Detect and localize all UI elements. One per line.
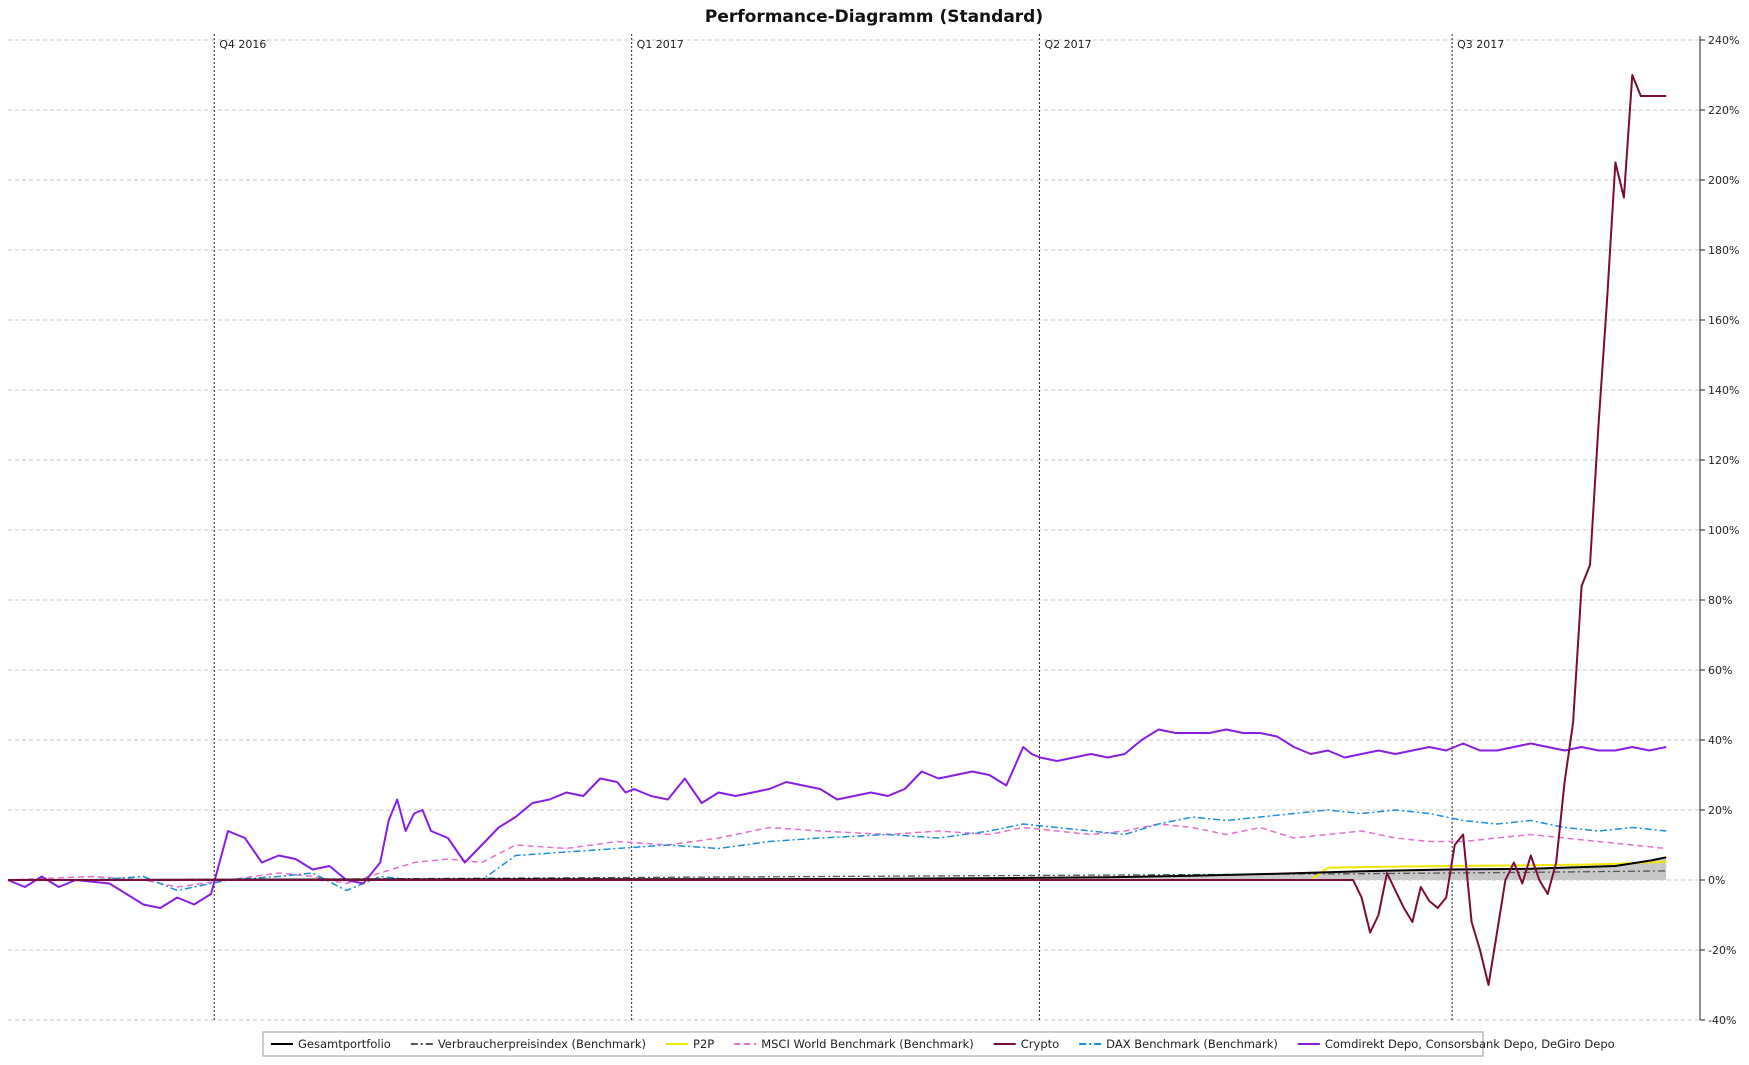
quarter-label: Q2 2017 [1044,38,1091,51]
quarter-label: Q1 2017 [637,38,684,51]
series-line-5 [8,809,1667,892]
legend-label: Verbraucherpreisindex (Benchmark) [438,1037,646,1051]
legend-label: Crypto [1021,1037,1059,1051]
y-tick-label: 160% [1708,314,1739,327]
legend-label: DAX Benchmark (Benchmark) [1106,1037,1278,1051]
legend: Gesamtportfolio Verbraucherpreisindex (Be… [262,1031,1615,1057]
y-tick-label: 140% [1708,384,1739,397]
series-layer [7,74,1667,986]
y-tick-label: 180% [1708,244,1739,257]
series-area-fill [8,857,1667,880]
y-tick-label: 80% [1708,594,1732,607]
y-tick-label: 60% [1708,664,1732,677]
y-tick-label: 20% [1708,804,1732,817]
y-tick-label: 120% [1708,454,1739,467]
legend-label: Comdirekt Depo, Consorsbank Depo, DeGiro… [1325,1037,1615,1051]
y-tick-label: 100% [1708,524,1739,537]
y-tick-label: 200% [1708,174,1739,187]
y-tick-label: 40% [1708,734,1732,747]
y-axis: 240% 220% 200% 180% 160% 140% 120% 100% 80% 60% 40… [1699,34,1739,1027]
y-tick-label: -40% [1708,1014,1736,1027]
legend-label: P2P [693,1037,714,1051]
legend-box [262,1031,1484,1057]
series-line-6 [7,728,1667,909]
y-tick-label: 0% [1708,874,1725,887]
y-tick-label: -20% [1708,944,1736,957]
series-line-4 [8,74,1667,986]
quarter-markers: Q4 2016 Q1 2017 Q2 2017 Q3 2017 [213,34,1504,1020]
quarter-label: Q3 2017 [1457,38,1504,51]
y-tick-label: 220% [1708,104,1739,117]
legend-label: MSCI World Benchmark (Benchmark) [761,1037,974,1051]
y-tick-label: 240% [1708,34,1739,47]
series-line-1 [7,870,1667,881]
series-line-3 [7,823,1667,888]
fill-layer [8,857,1667,880]
legend-label: Gesamtportfolio [298,1037,391,1051]
quarter-label: Q4 2016 [219,38,266,51]
chart-title: Performance-Diagramm (Standard) [705,7,1043,27]
